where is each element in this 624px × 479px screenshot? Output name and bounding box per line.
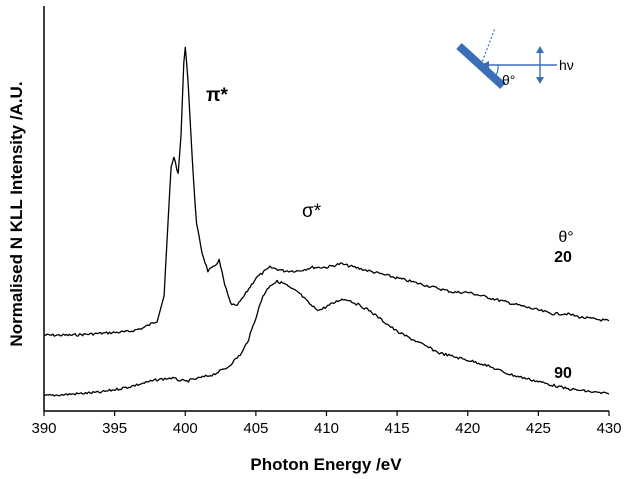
x-tick-label-395: 395 (102, 420, 127, 437)
series-layer (43, 46, 610, 397)
x-tick-label-430: 430 (596, 420, 621, 437)
inset-normal-line (480, 27, 496, 66)
x-tick-label-425: 425 (526, 420, 551, 437)
inset-polarization-arrowhead-down (536, 77, 544, 84)
series-line-20 (43, 46, 610, 337)
x-tick-label-410: 410 (314, 420, 339, 437)
legend-title: θ° (558, 229, 573, 246)
y-axis-title: Normalised N KLL Intensity /A.U. (7, 81, 26, 346)
series-label-90: 90 (554, 365, 572, 382)
x-tick-label-390: 390 (31, 420, 56, 437)
x-tick-label-420: 420 (455, 420, 480, 437)
inset-angle-arc (493, 64, 499, 79)
x-ticks (43, 411, 610, 416)
x-tick-label-400: 400 (173, 420, 198, 437)
inset-polarization-arrowhead-up (536, 46, 544, 53)
geometry-inset: θ° hν (456, 27, 574, 89)
inset-photon-label: hν (559, 57, 574, 73)
x-tick-label-415: 415 (385, 420, 410, 437)
series-label-20: 20 (554, 249, 572, 266)
x-axis-title: Photon Energy /eV (250, 455, 402, 474)
x-tick-labels: 390 395 400 405 410 415 420 425 430 (31, 420, 621, 437)
sigma-star-annotation: σ* (302, 201, 322, 222)
inset-sample-bar (456, 43, 506, 89)
inset-angle-label: θ° (502, 72, 515, 88)
inset-beam-arrowhead (481, 61, 489, 69)
series-line-90 (43, 279, 610, 397)
pi-star-annotation: π* (206, 85, 229, 106)
x-tick-label-405: 405 (243, 420, 268, 437)
